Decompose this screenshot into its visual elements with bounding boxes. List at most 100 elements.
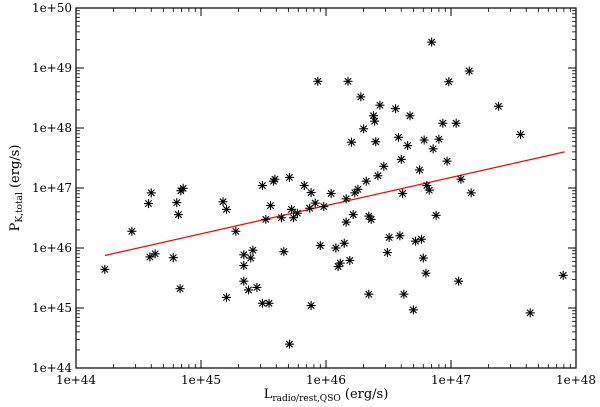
data-points bbox=[100, 37, 568, 349]
data-point bbox=[359, 124, 369, 134]
data-point bbox=[335, 258, 345, 268]
data-point bbox=[150, 249, 160, 259]
data-point bbox=[284, 339, 294, 349]
data-point bbox=[341, 194, 351, 204]
data-point bbox=[145, 252, 155, 262]
data-point bbox=[292, 208, 302, 218]
y-tick-label: 1e+47 bbox=[32, 181, 72, 195]
x-tick-label: 1e+45 bbox=[181, 373, 221, 387]
data-point bbox=[451, 118, 461, 128]
data-point bbox=[173, 210, 183, 220]
data-point bbox=[373, 171, 383, 181]
y-tick-label: 1e+45 bbox=[32, 301, 72, 315]
data-point bbox=[246, 253, 256, 263]
data-point bbox=[411, 236, 421, 246]
data-point bbox=[306, 188, 316, 198]
data-point bbox=[341, 217, 351, 227]
data-point bbox=[438, 118, 448, 128]
data-point bbox=[315, 241, 325, 251]
data-point bbox=[422, 181, 432, 191]
data-point bbox=[494, 101, 504, 111]
data-point bbox=[299, 181, 309, 191]
data-point bbox=[454, 276, 464, 286]
data-point bbox=[348, 210, 358, 220]
data-point bbox=[305, 203, 315, 213]
y-tick-label: 1e+48 bbox=[32, 121, 72, 135]
data-point bbox=[427, 37, 437, 47]
plot-frame bbox=[75, 7, 577, 369]
data-point bbox=[310, 198, 320, 208]
data-point bbox=[244, 285, 254, 295]
x-tick-label: 1e+46 bbox=[306, 373, 346, 387]
data-point bbox=[382, 248, 392, 258]
data-point bbox=[408, 305, 418, 315]
data-point bbox=[168, 253, 178, 263]
data-point bbox=[218, 197, 228, 207]
data-point bbox=[127, 226, 137, 236]
data-point bbox=[347, 137, 357, 147]
data-point bbox=[434, 134, 444, 144]
data-point bbox=[366, 214, 376, 224]
data-point bbox=[270, 174, 280, 184]
data-point bbox=[396, 154, 406, 164]
data-point bbox=[339, 238, 349, 248]
data-point bbox=[361, 176, 371, 186]
data-point bbox=[319, 202, 329, 212]
data-point bbox=[239, 276, 249, 286]
y-axis-title: PK,total (erg/s) bbox=[8, 145, 25, 232]
data-point bbox=[403, 141, 413, 151]
x-tick-label: 1e+48 bbox=[556, 373, 596, 387]
data-point bbox=[431, 210, 441, 220]
data-point bbox=[398, 188, 408, 198]
data-point bbox=[248, 245, 258, 255]
data-point bbox=[421, 268, 431, 278]
data-point bbox=[466, 188, 476, 198]
data-point bbox=[146, 188, 156, 198]
data-point bbox=[428, 144, 438, 154]
data-point bbox=[313, 76, 323, 86]
data-point bbox=[261, 214, 271, 224]
data-point bbox=[175, 284, 185, 294]
data-point bbox=[375, 100, 385, 110]
data-point bbox=[456, 174, 466, 184]
x-axis-title: Lradio/rest,QSO (erg/s) bbox=[264, 387, 389, 404]
data-point bbox=[222, 292, 232, 302]
data-point bbox=[364, 289, 374, 299]
data-point bbox=[370, 116, 380, 126]
data-point bbox=[331, 243, 341, 253]
data-point bbox=[464, 66, 474, 76]
data-point bbox=[369, 111, 379, 121]
data-point bbox=[306, 301, 316, 311]
data-point bbox=[516, 129, 526, 139]
data-point bbox=[395, 231, 405, 241]
data-point bbox=[393, 132, 403, 142]
data-point bbox=[231, 226, 241, 236]
fit-line-group bbox=[104, 151, 565, 257]
data-point bbox=[257, 181, 267, 191]
data-point bbox=[266, 201, 276, 211]
data-point bbox=[264, 298, 274, 308]
data-point bbox=[279, 247, 289, 257]
data-point bbox=[525, 308, 535, 318]
data-point bbox=[419, 135, 429, 145]
data-point bbox=[415, 165, 425, 175]
data-point bbox=[100, 264, 110, 274]
data-point bbox=[143, 199, 153, 209]
y-tick-label: 1e+44 bbox=[32, 361, 72, 375]
data-point bbox=[416, 234, 426, 244]
axis-ticks: 1e+44 1e+45 1e+46 1e+47 1e+48 1e+44 1e+45 1e+46… bbox=[32, 1, 596, 387]
data-point bbox=[424, 185, 434, 195]
data-point bbox=[558, 270, 568, 280]
data-point bbox=[287, 204, 297, 214]
data-point bbox=[239, 261, 249, 271]
data-point bbox=[172, 198, 182, 208]
data-point bbox=[405, 111, 415, 121]
data-point bbox=[239, 250, 249, 260]
data-point bbox=[353, 184, 363, 194]
data-point bbox=[371, 137, 381, 147]
data-point bbox=[356, 92, 366, 102]
data-point bbox=[444, 77, 454, 87]
y-tick-label: 1e+46 bbox=[32, 241, 72, 255]
